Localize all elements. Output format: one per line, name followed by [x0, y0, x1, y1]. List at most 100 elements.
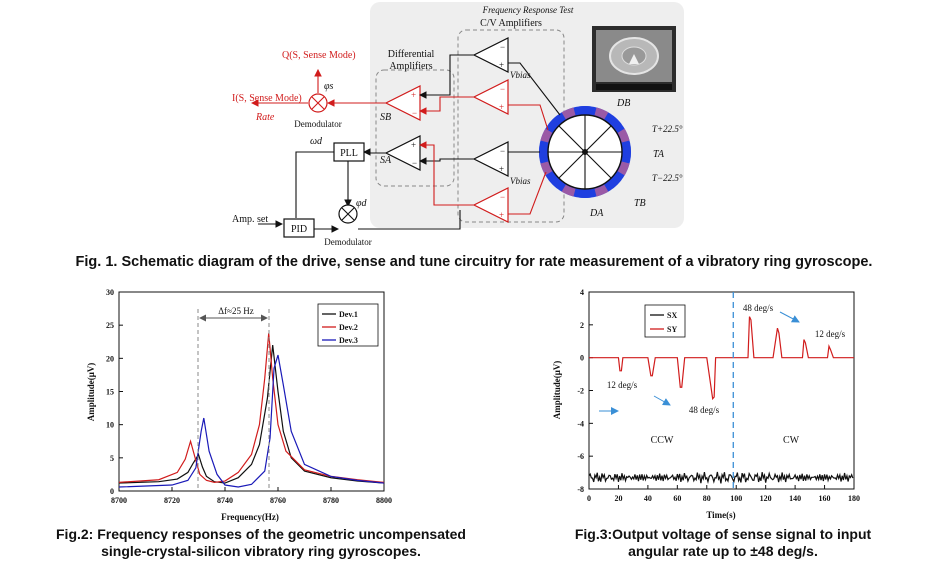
x-tick-label: 8700: [111, 496, 127, 505]
cv-amplifier-4: −+: [472, 187, 509, 223]
omega-d-label: ωd: [310, 136, 323, 147]
demodulator-bottom-label: Demodulator: [324, 237, 372, 247]
series-line-dev2: [118, 333, 385, 483]
electrode-tb-label: TB: [634, 198, 646, 209]
q-output-label: Q(S, Sense Mode): [282, 50, 356, 61]
figure3-caption-line2: angular rate up to ±48 deg/s.: [628, 543, 818, 559]
y-tick-label: 10: [106, 421, 114, 430]
svg-text:+: +: [499, 102, 504, 112]
fig3-arrow-ccw-48: [653, 395, 671, 406]
electrode-tminus-label: T−22.5°: [652, 173, 683, 183]
x-tick-label: 120: [760, 494, 772, 503]
y-tick-label: -4: [577, 419, 584, 428]
figure3-caption-line1: Fig.3:Output voltage of sense signal to …: [574, 526, 872, 542]
svg-text:−: −: [412, 158, 417, 168]
cv-amplifier-1: −+: [472, 37, 509, 73]
series-line-dev3: [118, 354, 385, 488]
svg-text:+: +: [411, 140, 416, 150]
electrode-tplus-label: T+22.5°: [652, 124, 683, 134]
y-tick-label: 30: [106, 288, 114, 297]
figure1-caption: Fig. 1. Schematic diagram of the drive, …: [75, 254, 873, 270]
pid-label: PID: [291, 224, 307, 235]
x-tick-label: 80: [703, 494, 711, 503]
diff-amplifier-sb: +−: [384, 85, 421, 121]
fig3-cw-48-label: 48 deg/s: [743, 303, 774, 313]
series-line-dev1: [118, 344, 385, 484]
figure2-caption-line2: single-crystal-silicon vibratory ring gy…: [101, 543, 421, 559]
x-tick-label: 100: [730, 494, 742, 503]
diff-amplifiers-label-line1: Differential: [388, 49, 435, 60]
fig3-cw-label: CW: [783, 435, 800, 446]
sb-label: SB: [380, 112, 391, 123]
x-tick-label: 0: [587, 494, 591, 503]
ring-electrode: [617, 128, 630, 143]
svg-text:+: +: [499, 60, 504, 70]
series-line-sx: [588, 471, 854, 484]
frequency-test-label: Frequency Response Test: [482, 5, 574, 15]
svg-text:+: +: [499, 164, 504, 174]
x-tick-label: 40: [644, 494, 652, 503]
rate-label: Rate: [255, 112, 275, 123]
x-tick-label: 8740: [217, 496, 233, 505]
y-tick-label: -6: [577, 452, 584, 461]
ring-electrode: [561, 107, 576, 120]
fig3-ylabel: Amplitude(μV): [552, 361, 562, 420]
vbias-label-top: Vbias: [510, 70, 531, 80]
x-tick-label: 140: [789, 494, 801, 503]
x-tick-label: 60: [673, 494, 681, 503]
i-output-label: I(S, Sense Mode): [232, 93, 302, 104]
fig2-delta-label: Δf≈25 Hz: [218, 306, 253, 316]
fig2-ylabel: Amplitude(μV): [86, 363, 96, 422]
chip-micrograph: [592, 26, 676, 92]
legend-label: Dev.2: [339, 323, 358, 332]
differential-amplifiers-box: [375, 69, 455, 187]
ring-electrode: [617, 161, 630, 176]
ring-electrode: [578, 106, 592, 115]
electrode-da-label: DA: [589, 208, 604, 219]
pid-block: [283, 218, 315, 238]
phi-d-label: φd: [356, 198, 368, 209]
fig3-ccw-label: CCW: [651, 435, 674, 446]
demodulator-top-label: Demodulator: [294, 119, 342, 129]
diff-amplifier-sa: +−: [384, 135, 421, 171]
svg-text:+: +: [499, 210, 504, 220]
ring-electrode: [561, 184, 576, 197]
ring-electrode: [607, 115, 622, 130]
y-tick-label: 15: [106, 388, 114, 397]
y-tick-label: 5: [110, 454, 114, 463]
electrode-ta-label: TA: [653, 149, 665, 160]
svg-text:−: −: [500, 146, 505, 156]
y-tick-label: 4: [580, 288, 584, 297]
y-tick-label: 2: [580, 321, 584, 330]
svg-text:+: +: [411, 90, 416, 100]
ring-electrode: [578, 189, 592, 198]
electrode-db-label: DB: [616, 98, 630, 109]
legend-label: SY: [667, 325, 677, 334]
ring-electrode: [594, 107, 609, 120]
amp-set-label: Amp. set: [232, 214, 268, 225]
ring-spoke: [584, 125, 612, 153]
y-tick-label: 20: [106, 354, 114, 363]
svg-text:−: −: [412, 108, 417, 118]
legend-label: SX: [667, 311, 677, 320]
x-tick-label: 8760: [270, 496, 286, 505]
y-tick-label: -2: [577, 387, 584, 396]
x-tick-label: 8800: [376, 496, 392, 505]
ring-electrode: [622, 145, 631, 159]
ring-electrode: [540, 128, 553, 143]
ring-electrode: [540, 161, 553, 176]
ring-spoke: [558, 125, 586, 153]
vbias-label-bottom: Vbias: [510, 176, 531, 186]
wiring: [250, 54, 561, 233]
figure2-chart: 8700 8720 8740 8760 8780 8800 0 5 10 15 20 25 30 Δf≈…: [86, 288, 392, 522]
ring-electrode: [548, 174, 563, 189]
legend-label: Dev.3: [339, 336, 358, 345]
pll-block: [333, 142, 365, 162]
ring-electrode: [539, 145, 548, 159]
ring-electrode: [607, 174, 622, 189]
cv-amplifiers-label: C/V Amplifiers: [480, 18, 542, 29]
diff-amplifiers-label-line2: Amplifiers: [389, 61, 432, 72]
y-tick-label: 0: [580, 354, 584, 363]
fig3-arrow-cw-48: [779, 311, 800, 323]
